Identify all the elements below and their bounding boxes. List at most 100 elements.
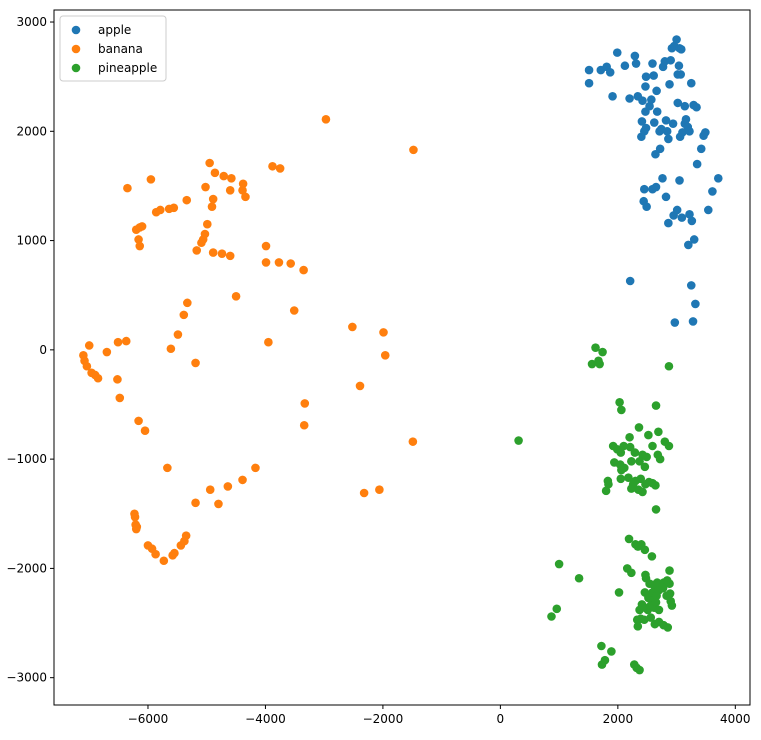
pineapple-point-18 <box>616 448 626 457</box>
banana-point-70 <box>191 498 200 508</box>
apple-point-55 <box>685 127 694 136</box>
banana-point-37 <box>299 265 308 275</box>
pineapple-point-56 <box>665 566 674 575</box>
x-tick-label: −2000 <box>363 712 404 726</box>
legend: apple banana pineapple <box>59 15 167 82</box>
banana-point-6 <box>146 175 156 184</box>
pineapple-point-26 <box>655 454 665 464</box>
points-layer <box>79 35 723 675</box>
apple-point-53 <box>681 114 691 124</box>
pineapple-point-6 <box>514 436 523 445</box>
pineapple-point-77 <box>658 583 668 593</box>
banana-point-58 <box>191 358 200 368</box>
apple-point-73 <box>675 176 684 185</box>
y-tick-label: 1000 <box>16 234 47 248</box>
apple-point-68 <box>658 173 667 183</box>
legend-marker-banana <box>71 44 81 54</box>
pineapple-point-94 <box>646 613 656 622</box>
banana-point-38 <box>321 114 331 124</box>
x-tick-label: −4000 <box>245 712 286 726</box>
apple-point-19 <box>641 123 651 133</box>
pineapple-point-58 <box>574 573 584 583</box>
banana-point-91 <box>181 531 191 540</box>
apple-point-34 <box>661 116 671 125</box>
banana-point-50 <box>113 337 123 347</box>
pineapple-point-60 <box>627 568 636 578</box>
x-tick-label: 4000 <box>720 712 751 726</box>
apple-point-28 <box>652 107 662 116</box>
pineapple-point-46 <box>651 505 661 514</box>
pineapple-point-12 <box>654 427 663 437</box>
apple-point-62 <box>701 128 710 137</box>
banana-point-0 <box>123 183 132 193</box>
banana-point-57 <box>183 298 192 308</box>
apple-point-48 <box>676 70 685 79</box>
banana-point-59 <box>231 292 241 301</box>
banana-point-3 <box>135 241 145 251</box>
pineapple-point-54 <box>640 545 650 555</box>
pineapple-point-1 <box>591 343 600 352</box>
apple-point-40 <box>668 119 678 128</box>
apple-point-21 <box>645 101 654 111</box>
pineapple-point-57 <box>554 559 564 569</box>
pineapple-point-81 <box>667 601 677 610</box>
apple-point-11 <box>631 59 641 68</box>
apple-point-14 <box>637 117 647 126</box>
banana-point-25 <box>225 251 235 261</box>
banana-point-39 <box>409 145 418 155</box>
apple-point-24 <box>649 71 658 80</box>
plot-area <box>54 10 750 705</box>
pineapple-point-70 <box>614 588 624 597</box>
apple-point-4 <box>605 67 615 77</box>
y-tick-label: 3000 <box>16 15 47 29</box>
banana-point-12 <box>192 246 202 255</box>
banana-point-68 <box>408 437 418 446</box>
banana-point-35 <box>275 164 285 173</box>
apple-point-18 <box>641 82 650 91</box>
banana-point-69 <box>163 463 172 473</box>
banana-point-8 <box>156 205 165 215</box>
apple-point-69 <box>661 192 671 202</box>
banana-point-34 <box>274 258 284 267</box>
banana-point-54 <box>166 344 176 354</box>
pineapple-point-7 <box>615 398 624 407</box>
banana-point-27 <box>227 173 236 183</box>
banana-point-74 <box>238 475 247 485</box>
pineapple-point-49 <box>603 476 613 486</box>
banana-point-23 <box>217 249 227 258</box>
banana-point-51 <box>121 336 131 346</box>
x-tick-label: 0 <box>497 712 505 726</box>
apple-point-74 <box>677 213 687 222</box>
apple-point-8 <box>625 94 634 103</box>
axes-frame <box>53 9 751 706</box>
pineapple-point-103 <box>600 655 610 665</box>
banana-point-63 <box>299 420 309 430</box>
apple-point-30 <box>655 144 665 154</box>
banana-point-19 <box>207 202 217 211</box>
pineapple-point-35 <box>624 473 633 483</box>
pineapple-point-31 <box>627 457 636 466</box>
pineapple-point-14 <box>664 441 674 451</box>
series-apple <box>584 35 723 327</box>
apple-point-65 <box>642 202 651 211</box>
apple-point-58 <box>692 102 701 112</box>
pineapple-point-99 <box>552 604 562 614</box>
apple-point-10 <box>630 51 640 61</box>
pineapple-point-66 <box>652 578 662 587</box>
banana-point-85 <box>151 549 160 559</box>
banana-point-61 <box>289 306 299 315</box>
banana-point-11 <box>182 195 192 205</box>
apple-point-49 <box>676 45 686 54</box>
banana-point-55 <box>173 330 183 339</box>
banana-point-66 <box>379 328 388 337</box>
pineapple-point-3 <box>595 359 604 369</box>
apple-point-81 <box>688 317 698 326</box>
banana-point-77 <box>375 485 384 495</box>
pineapple-point-19 <box>619 441 629 451</box>
pineapple-point-47 <box>601 486 611 496</box>
banana-point-64 <box>348 322 357 332</box>
x-tick-label: −6000 <box>128 712 169 726</box>
legend-box <box>59 15 167 82</box>
banana-point-42 <box>82 361 92 371</box>
